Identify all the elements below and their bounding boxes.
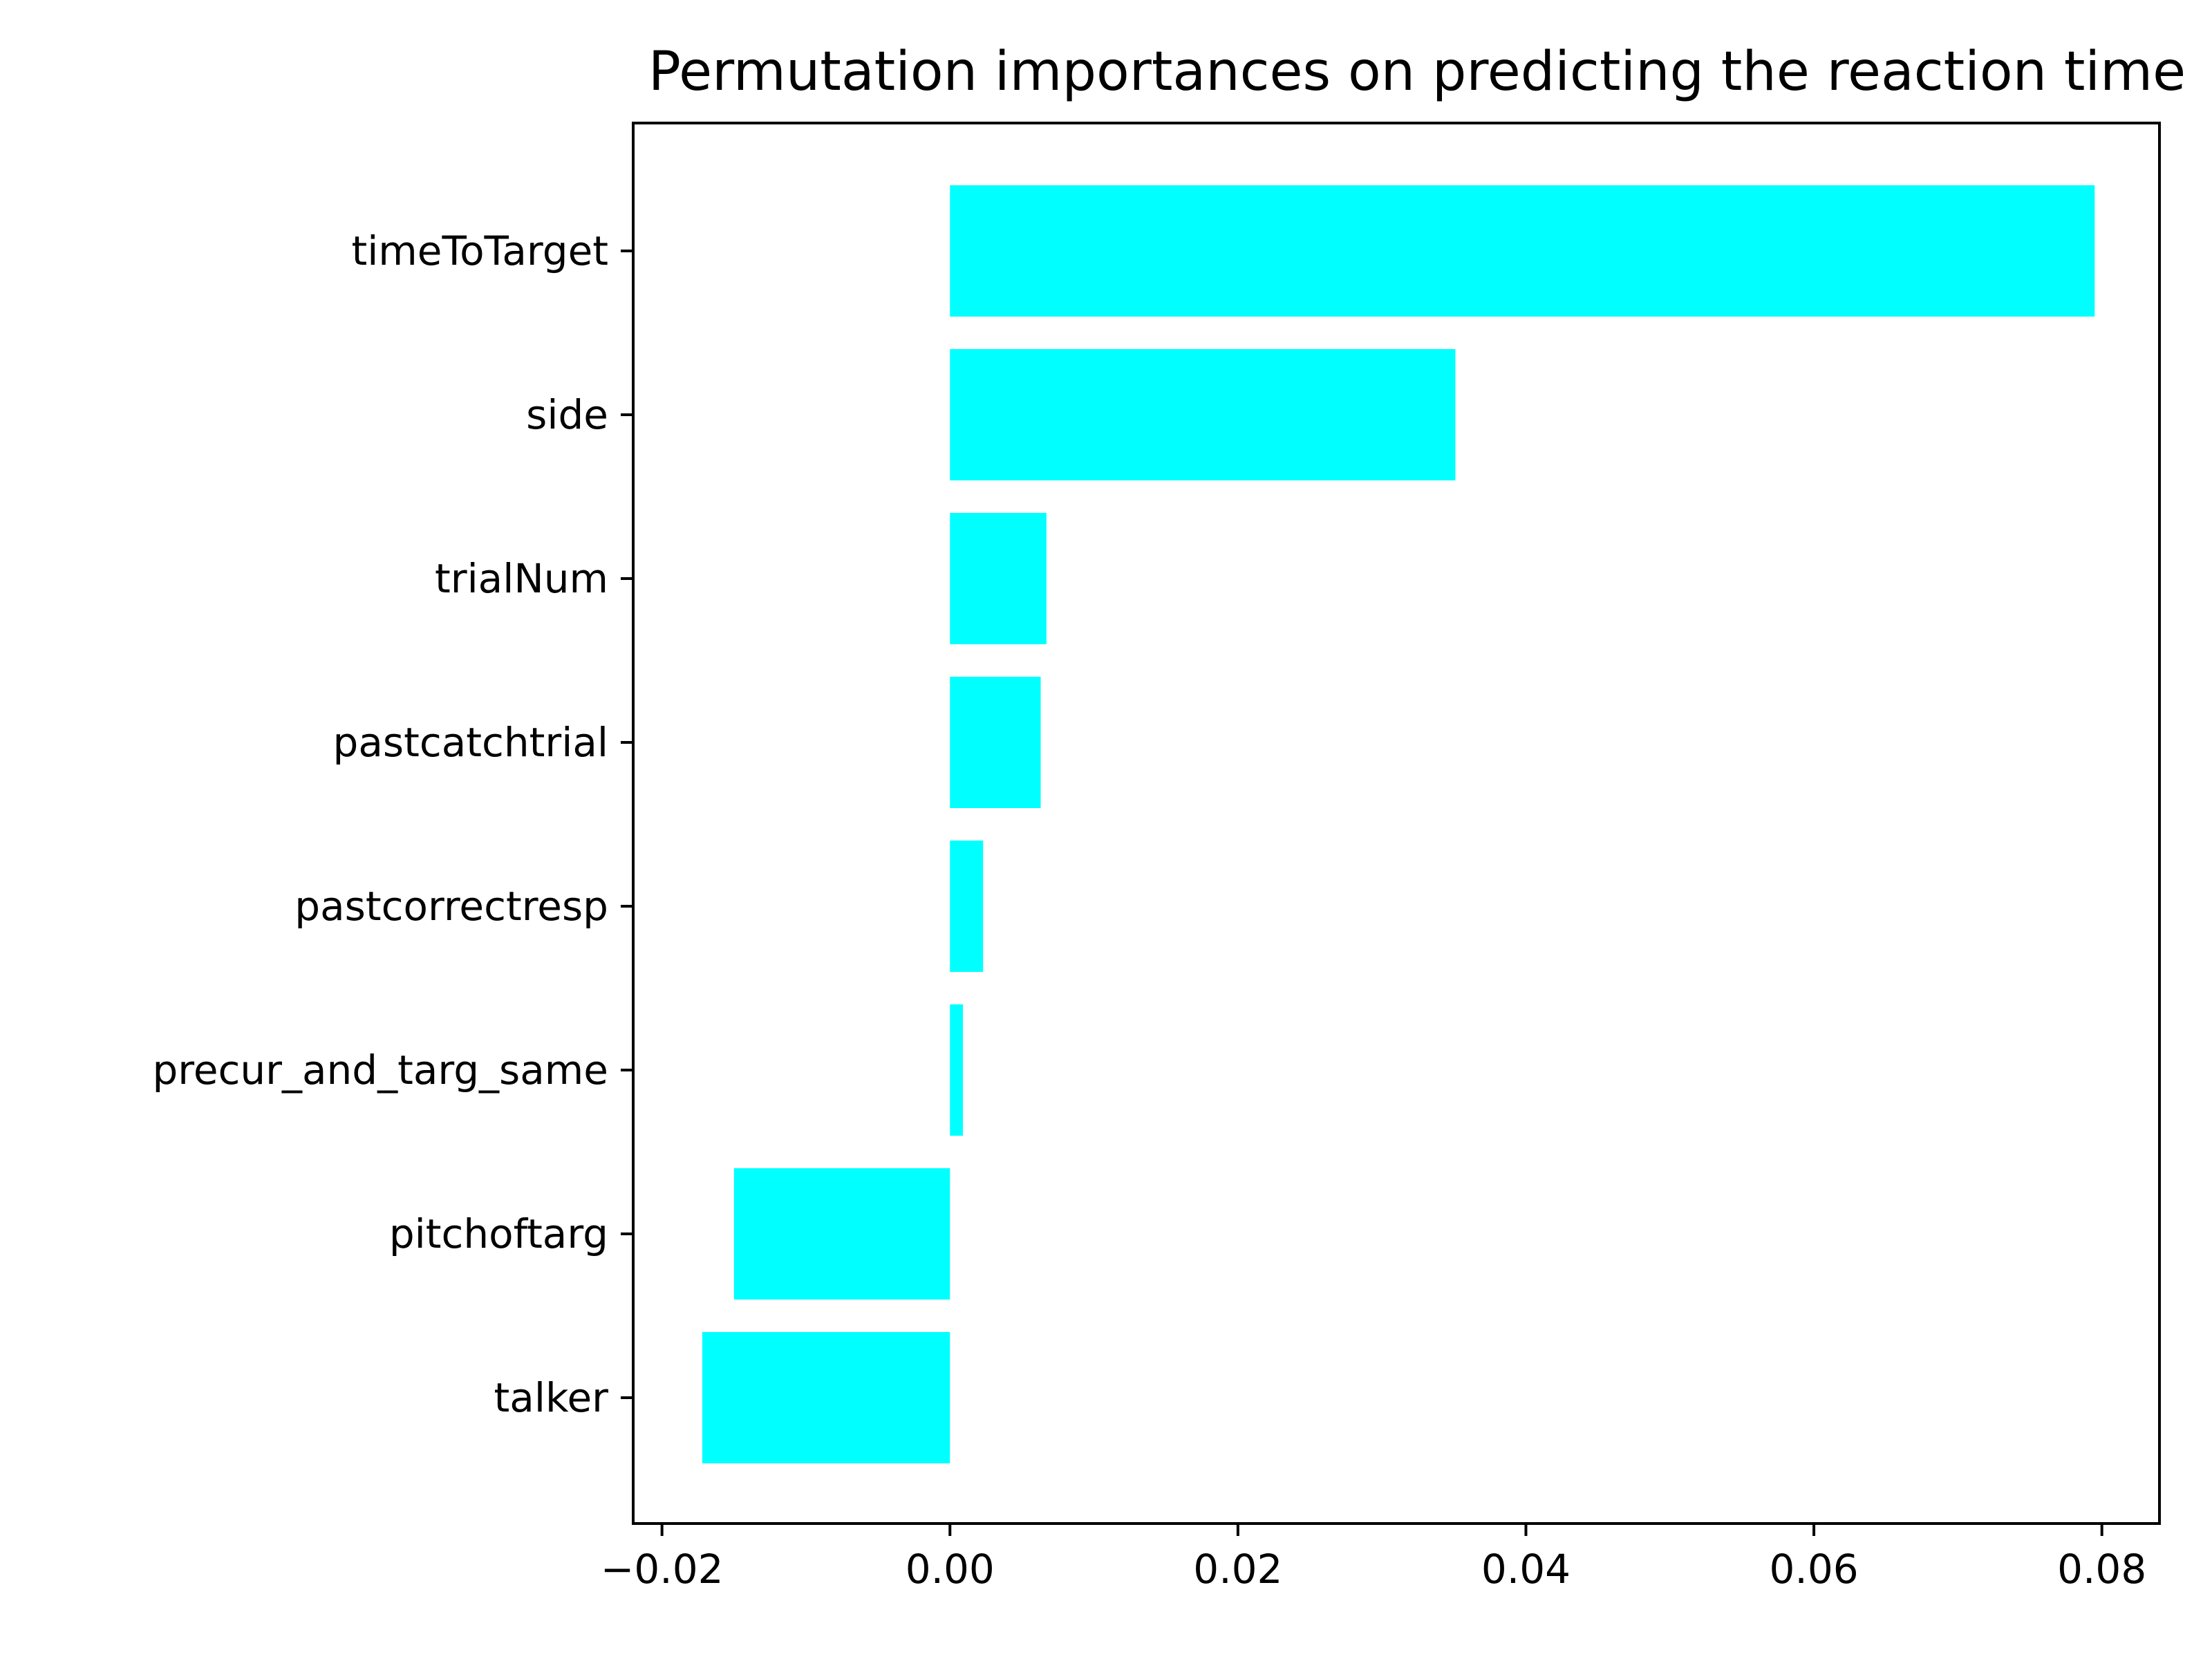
y-tick-label: talker <box>494 1374 609 1421</box>
plot-frame <box>632 122 2161 1525</box>
x-tick-label: 0.00 <box>906 1546 995 1593</box>
bar-trialNum <box>950 513 1047 644</box>
y-tick-label: pastcatchtrial <box>333 719 609 766</box>
bar-pitchoftarg <box>733 1168 950 1300</box>
y-tick-label: pitchoftarg <box>389 1210 608 1257</box>
y-ticks-group: timeToTarget side trialNum pastcatchtrial pa… <box>152 227 633 1421</box>
bar-pastcorrectresp <box>950 841 984 972</box>
x-tick-label: 0.02 <box>1193 1546 1282 1593</box>
bar-side <box>950 349 1456 480</box>
y-tick-label: pastcorrectresp <box>294 883 608 930</box>
x-tick-label: 0.08 <box>2057 1546 2146 1593</box>
y-tick-label: timeToTarget <box>351 227 608 274</box>
x-ticks-group: −0.02 0.00 0.02 0.04 0.06 0.08 <box>601 1524 2146 1593</box>
chart-title: Permutation importances on predicting th… <box>648 41 2186 103</box>
y-tick-label: precur_and_targ_same <box>152 1047 608 1094</box>
bar-pastcatchtrial <box>950 677 1041 808</box>
bar-timeToTarget <box>950 185 2095 317</box>
bar-talker <box>702 1332 950 1463</box>
x-tick-label: 0.06 <box>1770 1546 1859 1593</box>
x-tick-label: 0.04 <box>1481 1546 1571 1593</box>
y-tick-label: side <box>526 391 608 438</box>
bars-group <box>702 185 2095 1463</box>
y-tick-label: trialNum <box>435 555 608 602</box>
x-tick-label: −0.02 <box>601 1546 724 1593</box>
bar-precur_and_targ_same <box>950 1004 964 1136</box>
